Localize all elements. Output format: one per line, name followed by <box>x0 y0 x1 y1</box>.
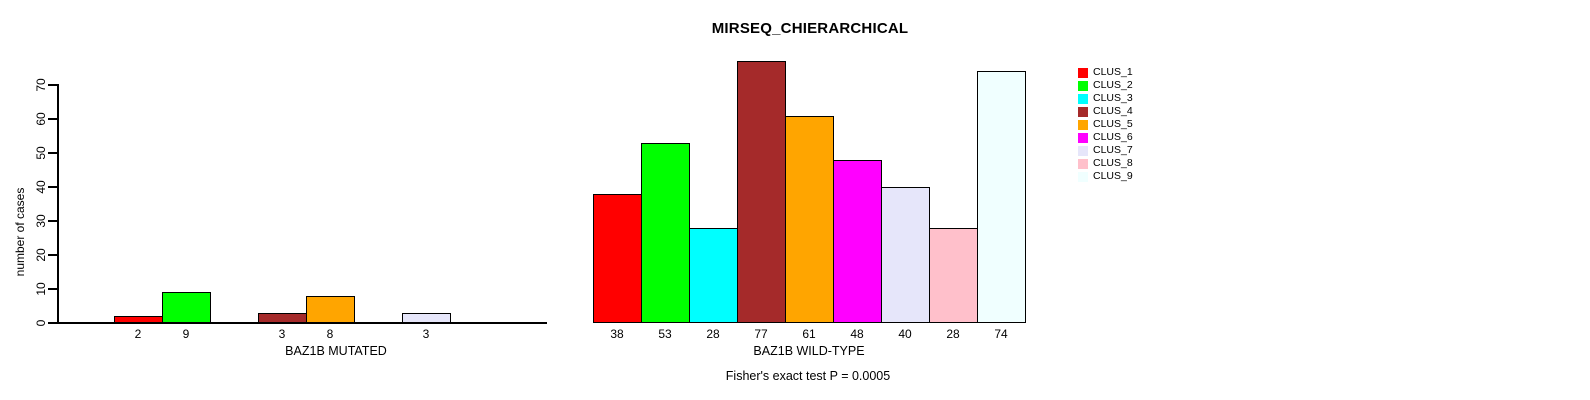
legend-label: CLUS_9 <box>1093 170 1133 182</box>
y-tick-label: 0 <box>34 319 48 327</box>
bar-value-label: 3 <box>422 327 430 341</box>
y-tick-mark <box>48 288 57 290</box>
legend: CLUS_1 CLUS_2 CLUS_3 CLUS_4 CLUS_5 CLUS_6 CLUS… <box>1078 66 1133 183</box>
legend-swatch <box>1078 158 1088 169</box>
bar-value-label: 40 <box>898 327 912 341</box>
bar-clus_6 <box>833 159 882 323</box>
legend-item: CLUS_7 <box>1078 144 1133 157</box>
bar-clus_5 <box>306 295 355 323</box>
legend-label: CLUS_2 <box>1093 79 1133 91</box>
legend-item: CLUS_5 <box>1078 118 1133 131</box>
bar-clus_4 <box>258 312 307 323</box>
y-tick-label: 70 <box>34 78 48 92</box>
y-tick-mark <box>48 254 57 256</box>
bar-value-label: 38 <box>610 327 624 341</box>
bar-clus_1 <box>114 316 163 323</box>
y-tick-label: 10 <box>34 282 48 296</box>
legend-item: CLUS_2 <box>1078 79 1133 92</box>
bar-value-label: 53 <box>658 327 672 341</box>
y-tick-mark <box>48 322 57 324</box>
chart-title: MIRSEQ_CHIERARCHICAL <box>711 20 909 37</box>
legend-label: CLUS_6 <box>1093 131 1133 143</box>
legend-swatch <box>1078 67 1088 78</box>
y-tick-label: 60 <box>34 112 48 126</box>
y-tick-mark <box>48 84 57 86</box>
bar-clus_2 <box>641 142 690 323</box>
legend-label: CLUS_3 <box>1093 92 1133 104</box>
fisher-test-annotation: Fisher's exact test P = 0.0005 <box>725 369 891 383</box>
y-axis-line <box>57 84 59 323</box>
legend-label: CLUS_7 <box>1093 144 1133 156</box>
group-label-mutated: BAZ1B MUTATED <box>285 344 387 358</box>
legend-swatch <box>1078 171 1088 182</box>
legend-swatch <box>1078 132 1088 143</box>
y-tick-mark <box>48 152 57 154</box>
bar-value-label: 77 <box>754 327 768 341</box>
bar-value-label: 74 <box>994 327 1008 341</box>
legend-swatch <box>1078 106 1088 117</box>
bar-clus_9 <box>977 71 1026 323</box>
bar-value-label: 9 <box>182 327 190 341</box>
bar-clus_4 <box>737 61 786 323</box>
bar-clus_7 <box>402 312 451 323</box>
bar-value-label: 48 <box>850 327 864 341</box>
legend-label: CLUS_5 <box>1093 118 1133 130</box>
bar-value-label: 2 <box>134 327 142 341</box>
y-tick-label: 50 <box>34 146 48 160</box>
bar-clus_7 <box>881 187 930 323</box>
legend-swatch <box>1078 93 1088 104</box>
legend-swatch <box>1078 119 1088 130</box>
y-axis-label: number of cases <box>13 187 27 277</box>
legend-swatch <box>1078 145 1088 156</box>
y-tick-label: 30 <box>34 214 48 228</box>
legend-item: CLUS_6 <box>1078 131 1133 144</box>
y-tick-mark <box>48 118 57 120</box>
legend-label: CLUS_4 <box>1093 105 1133 117</box>
y-tick-mark <box>48 220 57 222</box>
bar-value-label: 3 <box>278 327 286 341</box>
legend-label: CLUS_1 <box>1093 66 1133 78</box>
group-label-wild-type: BAZ1B WILD-TYPE <box>753 344 865 358</box>
bar-clus_3 <box>689 227 738 323</box>
bar-value-label: 28 <box>946 327 960 341</box>
y-tick-label: 40 <box>34 180 48 194</box>
y-tick-mark <box>48 186 57 188</box>
y-tick-label: 20 <box>34 248 48 262</box>
legend-label: CLUS_8 <box>1093 157 1133 169</box>
legend-item: CLUS_4 <box>1078 105 1133 118</box>
legend-swatch <box>1078 80 1088 91</box>
legend-item: CLUS_9 <box>1078 170 1133 183</box>
bar-value-label: 28 <box>706 327 720 341</box>
bar-clus_2 <box>162 292 211 323</box>
legend-item: CLUS_8 <box>1078 157 1133 170</box>
bar-clus_1 <box>593 193 642 323</box>
bar-clus_5 <box>785 115 834 323</box>
legend-item: CLUS_1 <box>1078 66 1133 79</box>
legend-item: CLUS_3 <box>1078 92 1133 105</box>
bar-clus_8 <box>929 227 978 323</box>
bar-value-label: 8 <box>326 327 334 341</box>
bar-value-label: 61 <box>802 327 816 341</box>
